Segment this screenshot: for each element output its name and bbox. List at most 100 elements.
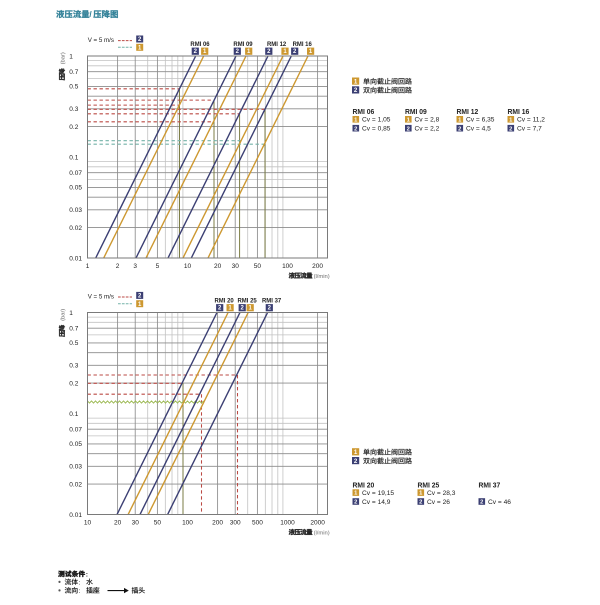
- svg-text:2: 2: [268, 306, 272, 312]
- svg-text:1: 1: [419, 491, 423, 497]
- svg-text:1: 1: [138, 302, 142, 308]
- svg-text:30: 30: [132, 520, 140, 527]
- svg-text:0.5: 0.5: [69, 84, 78, 91]
- svg-text:Cv = 6,35: Cv = 6,35: [466, 117, 495, 124]
- svg-text:Cv = 4,5: Cv = 4,5: [466, 126, 491, 133]
- svg-text:RMI 37: RMI 37: [479, 482, 501, 489]
- svg-text:2: 2: [458, 126, 461, 132]
- svg-text:200: 200: [212, 520, 223, 527]
- svg-text:0.03: 0.03: [69, 464, 82, 471]
- svg-text:2: 2: [236, 49, 240, 55]
- svg-text:RMI 20: RMI 20: [353, 482, 375, 489]
- svg-text:Cv = 11,2: Cv = 11,2: [517, 117, 545, 124]
- svg-text:0.3: 0.3: [69, 363, 78, 370]
- svg-text:Cv = 7,7: Cv = 7,7: [517, 126, 542, 133]
- svg-text:RMI 20: RMI 20: [215, 297, 234, 304]
- svg-text:20: 20: [114, 520, 122, 527]
- svg-text:(bar): (bar): [60, 309, 66, 321]
- svg-text:2: 2: [267, 49, 271, 55]
- svg-text:0.5: 0.5: [69, 340, 78, 347]
- svg-text:RMI 16: RMI 16: [293, 41, 312, 48]
- svg-text:200: 200: [312, 263, 323, 270]
- svg-text:2: 2: [138, 37, 142, 43]
- svg-text:0.03: 0.03: [69, 207, 82, 214]
- svg-text:2000: 2000: [310, 520, 325, 527]
- svg-text:1: 1: [249, 306, 253, 312]
- svg-text:0.1: 0.1: [69, 411, 78, 418]
- svg-text:10: 10: [184, 263, 192, 270]
- svg-text:0.01: 0.01: [69, 255, 82, 262]
- svg-text:RMI 12: RMI 12: [457, 109, 479, 116]
- svg-text:2: 2: [116, 263, 120, 270]
- svg-text:Cv = 46: Cv = 46: [488, 499, 511, 506]
- svg-text:30: 30: [232, 263, 240, 270]
- svg-text:1: 1: [247, 49, 251, 55]
- svg-text:0.7: 0.7: [69, 69, 78, 76]
- svg-text:Cv = 2,8: Cv = 2,8: [415, 117, 440, 124]
- svg-text:Cv = 28,3: Cv = 28,3: [427, 490, 456, 497]
- svg-text:0.05: 0.05: [69, 185, 82, 192]
- svg-text:0.02: 0.02: [69, 225, 82, 232]
- svg-text::: :: [86, 571, 88, 578]
- svg-text::: :: [79, 579, 81, 586]
- svg-text:(l/min): (l/min): [314, 274, 330, 280]
- svg-text:50: 50: [154, 520, 162, 527]
- svg-text:0.3: 0.3: [69, 106, 78, 113]
- svg-text:2: 2: [354, 87, 358, 94]
- svg-text:50: 50: [254, 263, 262, 270]
- svg-text:1: 1: [228, 306, 232, 312]
- svg-text:1: 1: [458, 117, 462, 123]
- svg-text:300: 300: [230, 520, 241, 527]
- svg-text:RMI 25: RMI 25: [238, 297, 257, 304]
- svg-text:10: 10: [84, 520, 92, 527]
- svg-text:1: 1: [138, 45, 142, 51]
- svg-text:0.02: 0.02: [69, 481, 82, 488]
- svg-text:RMI 06: RMI 06: [353, 109, 375, 116]
- svg-text:RMI 37: RMI 37: [262, 297, 281, 304]
- svg-text:3: 3: [133, 263, 137, 270]
- svg-text:1: 1: [283, 49, 287, 55]
- svg-text:Cv = 26: Cv = 26: [427, 499, 450, 506]
- svg-text:1: 1: [86, 263, 90, 270]
- svg-text:RMI 06: RMI 06: [190, 41, 209, 48]
- svg-text:Cv = 14,9: Cv = 14,9: [362, 499, 391, 506]
- svg-text:20: 20: [214, 263, 222, 270]
- svg-text:500: 500: [252, 520, 263, 527]
- svg-text:Cv = 0,85: Cv = 0,85: [362, 126, 391, 133]
- svg-text:/: /: [89, 10, 92, 19]
- svg-text:Cv = 2,2: Cv = 2,2: [415, 126, 440, 133]
- svg-text:2: 2: [241, 306, 245, 312]
- svg-text:100: 100: [182, 520, 193, 527]
- svg-text:0.07: 0.07: [69, 170, 82, 177]
- svg-text:0.2: 0.2: [69, 380, 78, 387]
- svg-text:(bar): (bar): [60, 52, 66, 64]
- svg-text:Cv = 19,15: Cv = 19,15: [362, 490, 394, 497]
- svg-text:RMI 16: RMI 16: [508, 109, 530, 116]
- svg-text:1: 1: [354, 449, 358, 456]
- svg-text:1: 1: [509, 117, 513, 123]
- svg-text:0.1: 0.1: [69, 154, 78, 161]
- svg-text:0.01: 0.01: [69, 512, 82, 519]
- svg-text:2: 2: [354, 500, 357, 506]
- svg-text:0.2: 0.2: [69, 124, 78, 131]
- svg-text:2: 2: [509, 126, 512, 132]
- svg-text:(l/min): (l/min): [314, 530, 330, 536]
- svg-text:2: 2: [407, 126, 410, 132]
- svg-text:1: 1: [309, 49, 313, 55]
- svg-text:1: 1: [354, 117, 358, 123]
- svg-text:2: 2: [293, 49, 297, 55]
- svg-text:1000: 1000: [280, 520, 295, 527]
- svg-text:Cv = 1,05: Cv = 1,05: [362, 117, 391, 124]
- svg-text:RMI 09: RMI 09: [233, 41, 252, 48]
- svg-text:100: 100: [282, 263, 293, 270]
- svg-text:2: 2: [194, 49, 198, 55]
- svg-text:1: 1: [354, 491, 358, 497]
- svg-text:2: 2: [480, 500, 483, 506]
- svg-text::: :: [79, 588, 81, 595]
- svg-text:2: 2: [354, 458, 358, 465]
- svg-text:2: 2: [354, 126, 357, 132]
- svg-text:1: 1: [69, 53, 73, 60]
- svg-text:5: 5: [156, 263, 160, 270]
- svg-text:1: 1: [407, 117, 411, 123]
- svg-text:V = 5 m/s: V = 5 m/s: [88, 37, 114, 44]
